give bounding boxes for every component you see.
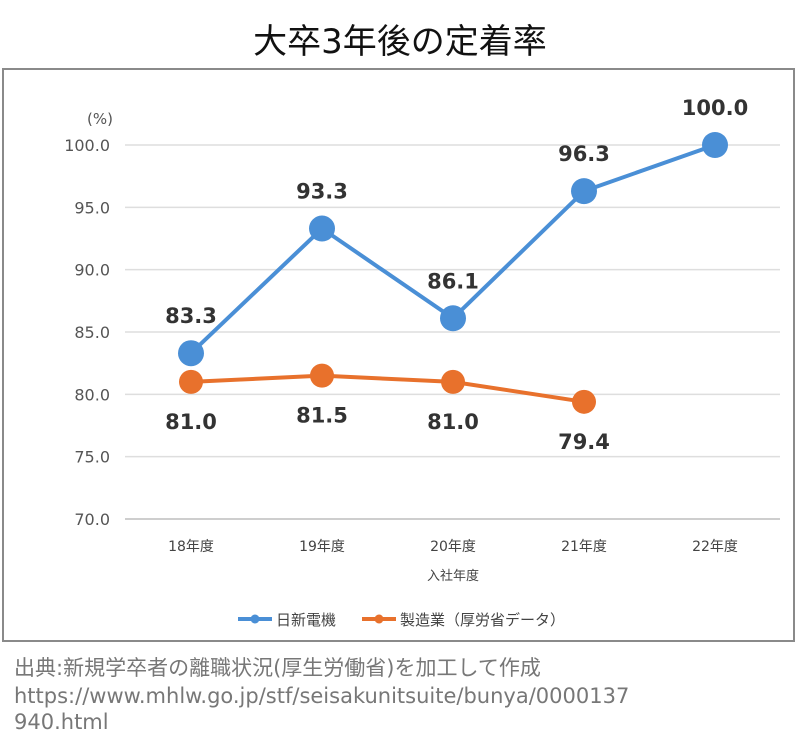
x-axis-label: 入社年度 [427, 568, 479, 584]
data-point [310, 363, 334, 388]
y-tick-label: 100.0 [64, 136, 110, 155]
y-tick-label: 75.0 [74, 448, 110, 467]
y-tick-label: 80.0 [74, 385, 110, 404]
chart-title: 大卒3年後の定着率 [253, 22, 547, 62]
data-point [179, 369, 203, 394]
data-label: 81.0 [427, 410, 479, 434]
data-label: 96.3 [558, 142, 610, 166]
x-tick-label: 21年度 [561, 539, 607, 555]
data-point [441, 369, 465, 394]
data-label: 81.0 [165, 410, 217, 434]
data-label: 79.4 [558, 430, 610, 454]
source-note: 出典:新規学卒者の離職状況(厚生労働省)を加工して作成 [14, 656, 541, 680]
y-axis-unit: (%) [87, 110, 113, 128]
data-label: 100.0 [682, 96, 748, 120]
data-label: 83.3 [165, 304, 217, 328]
legend-label: 日新電機 [276, 611, 336, 629]
data-point [440, 305, 466, 332]
data-label: 81.5 [296, 404, 348, 428]
legend-marker [374, 614, 384, 624]
data-point [309, 215, 335, 242]
data-point [178, 340, 204, 367]
source-url-1[interactable]: https://www.mhlw.go.jp/stf/seisakunitsui… [14, 684, 630, 708]
data-point [571, 178, 597, 205]
data-label: 93.3 [296, 180, 348, 204]
source-url-2[interactable]: 940.html [14, 710, 109, 734]
y-tick-label: 70.0 [74, 510, 110, 529]
x-tick-label: 20年度 [430, 539, 476, 555]
y-tick-label: 85.0 [74, 323, 110, 342]
line-chart: 70.0 75.0 80.0 85.0 90.0 95.0 100.0 (%) 18年度 19年度… [64, 96, 780, 629]
y-tick-label: 95.0 [74, 198, 110, 217]
data-point [702, 132, 728, 158]
y-tick-label: 90.0 [74, 261, 110, 280]
series-line-1 [190, 373, 585, 404]
legend-marker [250, 614, 260, 624]
data-point [572, 389, 596, 414]
x-tick-label: 18年度 [168, 539, 214, 555]
x-tick-label: 19年度 [299, 539, 345, 555]
x-tick-label: 22年度 [692, 539, 738, 555]
data-label: 86.1 [427, 269, 479, 293]
chart-frame [2, 68, 795, 642]
legend-label: 製造業（厚労省データ） [400, 611, 565, 629]
